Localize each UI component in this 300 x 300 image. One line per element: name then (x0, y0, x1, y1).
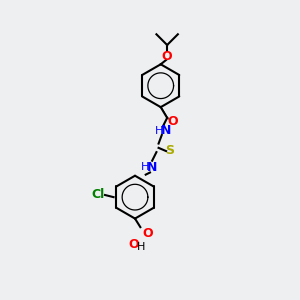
Text: N: N (147, 160, 157, 174)
Text: S: S (165, 143, 174, 157)
Text: H: H (137, 242, 146, 253)
Text: H: H (140, 162, 149, 172)
Text: O: O (129, 238, 139, 251)
Text: O: O (162, 50, 172, 63)
Text: O: O (142, 227, 153, 240)
Text: N: N (161, 124, 171, 137)
Text: O: O (167, 115, 178, 128)
Text: H: H (154, 126, 163, 136)
Text: Cl: Cl (91, 188, 104, 202)
